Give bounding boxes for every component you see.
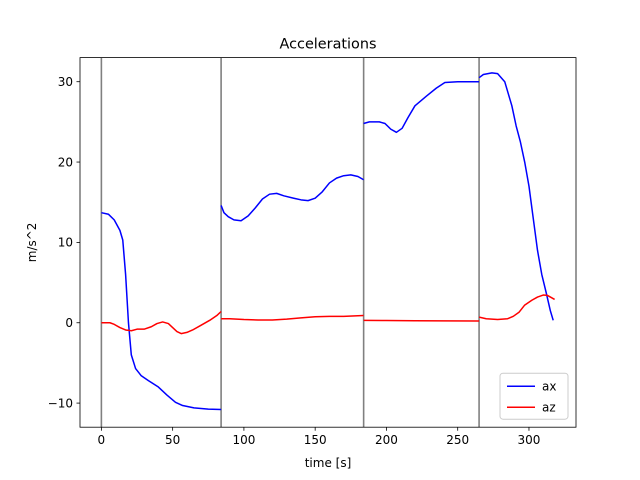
x-axis: 0 50 100 150 200 250 300 [98, 427, 541, 447]
y-tick-label: 20 [58, 155, 73, 169]
x-tick-label: 200 [375, 433, 398, 447]
series-layer [101, 72, 555, 411]
legend-label-ax: ax [542, 380, 556, 394]
x-tick-label: 0 [98, 433, 106, 447]
plot-area [79, 57, 577, 428]
series-ax-segment-2 [363, 80, 480, 134]
series-ax-segment-3 [478, 72, 554, 321]
chart-title: Accelerations [280, 37, 377, 53]
x-tick-label: 250 [446, 433, 469, 447]
series-ax-segment-1 [220, 174, 364, 222]
x-tick-label: 100 [232, 433, 255, 447]
y-tick-label: 0 [65, 316, 73, 330]
x-tick-label: 300 [518, 433, 541, 447]
y-tick-label: 30 [58, 75, 73, 89]
y-tick-label: −10 [48, 396, 73, 410]
legend-label-az: az [542, 401, 556, 415]
series-az-segment-3 [478, 294, 555, 321]
series-az-segment-2 [363, 319, 480, 322]
series-az-segment-1 [221, 314, 364, 321]
y-axis-label: m/s^2 [25, 223, 39, 263]
series-ax-segment-0 [101, 211, 222, 411]
x-axis-label: time [s] [305, 456, 352, 470]
x-tick-label: 50 [165, 433, 180, 447]
vlines-layer [100, 57, 480, 428]
legend-box [499, 372, 569, 420]
y-axis: −10 0 10 20 30 [48, 75, 80, 410]
x-tick-label: 150 [304, 433, 327, 447]
legend: ax az [499, 372, 569, 420]
plot-frame [79, 57, 577, 428]
series-az-segment-0 [101, 310, 222, 335]
y-tick-label: 10 [58, 236, 73, 250]
